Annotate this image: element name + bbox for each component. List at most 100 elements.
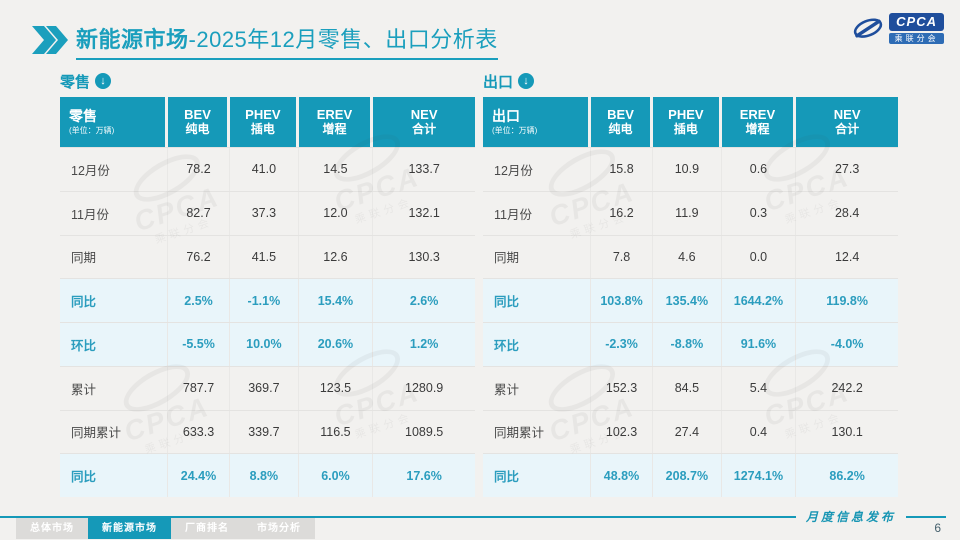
cpca-swirl-icon — [853, 17, 883, 38]
column-header: EREV 增程 — [721, 97, 797, 147]
page-title: 新能源市场-2025年12月零售、出口分析表 — [76, 22, 498, 60]
footer-tab[interactable]: 新能源市场 — [88, 518, 171, 539]
value-cell: 135.4% — [653, 279, 722, 322]
value-cell: 10.0% — [230, 323, 299, 366]
column-header: PHEV 插电 — [653, 97, 722, 147]
table-row: 11月份 16.2 11.9 0.3 28.4 — [483, 190, 898, 235]
retail-section-label: 零售 — [60, 73, 91, 91]
value-cell: -5.5% — [168, 323, 231, 366]
value-cell: -8.8% — [653, 323, 722, 366]
retail-section-title: 零售 ↓ — [60, 70, 475, 92]
value-cell: 0.6 — [722, 148, 797, 191]
table-row: 环比 -2.3% -8.8% 91.6% -4.0% — [483, 322, 898, 366]
value-cell: 208.7% — [653, 454, 722, 497]
value-cell: 82.7 — [168, 191, 231, 235]
value-cell: 633.3 — [168, 410, 231, 454]
value-cell: 28.4 — [834, 206, 860, 221]
value-cell: 17.6% — [406, 468, 442, 483]
value-cell: 1644.2% — [722, 279, 797, 322]
value-cell: 10.9 — [653, 148, 722, 191]
footer-tab[interactable]: 厂商排名 — [171, 518, 243, 539]
value-cell: 16.2 — [591, 191, 654, 235]
value-cell: 91.6% — [722, 323, 797, 366]
row-label: 同比 — [483, 279, 591, 322]
value-cell: 1.2% — [409, 337, 439, 352]
value-cell: 12.0 — [299, 191, 374, 235]
export-table: 出口 (单位：万辆) BEV 纯电 PHEV 插电 EREV 增程 NEV 合计 12月份 15.8 1… — [483, 97, 898, 497]
export-section-label: 出口 — [483, 73, 514, 91]
row-label: 累计 — [60, 366, 168, 410]
table-header-row: 零售 (单位：万辆) BEV 纯电 PHEV 插电 EREV 增程 NEV 合计 — [60, 97, 475, 147]
table-row: 12月份 78.2 41.0 14.5 133.7 — [60, 147, 475, 191]
value-cell: 1089.5 — [405, 424, 444, 439]
value-cell: 116.5 — [299, 410, 374, 454]
value-cell: 339.7 — [230, 410, 299, 454]
table-row: 同期 76.2 41.5 12.6 130.3 — [60, 234, 475, 279]
value-cell: 7.8 — [591, 235, 654, 279]
column-header: PHEV 插电 — [230, 97, 299, 147]
value-cell: 0.4 — [722, 410, 797, 454]
value-cell: 15.4% — [299, 279, 374, 322]
page-title-rest: -2025年12月零售、出口分析表 — [188, 27, 498, 52]
value-cell: 152.3 — [591, 366, 654, 410]
value-cell: 133.7 — [408, 162, 440, 177]
cpca-logo: CPCA 乘联分会 — [851, 13, 944, 44]
value-cell: 242.2 — [831, 381, 863, 396]
footer-tab[interactable]: 市场分析 — [243, 518, 315, 539]
value-cell: 5.4 — [722, 366, 797, 410]
value-cell: 76.2 — [168, 235, 231, 279]
table-row: 累计 787.7 369.7 123.5 1280.9 — [60, 365, 475, 410]
value-cell: 132.1 — [408, 206, 440, 221]
export-section-title: 出口 ↓ — [483, 70, 898, 92]
column-header: EREV 增程 — [298, 97, 374, 147]
row-label: 同比 — [60, 279, 168, 322]
row-label: 同期累计 — [60, 410, 168, 454]
value-cell: 4.6 — [653, 235, 722, 279]
value-cell: 20.6% — [299, 323, 374, 366]
retail-section: 零售 ↓ 零售 (单位：万辆) BEV 纯电 PHEV 插电 EREV 增程 NEV 合计 12月份… — [60, 70, 475, 497]
value-cell: 14.5 — [299, 148, 374, 191]
row-label: 12月份 — [483, 148, 591, 191]
table-row: 同比 24.4% 8.8% 6.0% 17.6% — [60, 453, 475, 497]
value-cell: 2.6% — [409, 293, 439, 308]
value-cell: 12.6 — [299, 235, 374, 279]
footer-divider-line — [0, 516, 946, 518]
value-cell: 48.8% — [591, 454, 654, 497]
column-header: NEV 合计 — [373, 97, 475, 147]
row-label: 累计 — [483, 366, 591, 410]
row-label: 环比 — [483, 323, 591, 366]
table-row: 11月份 82.7 37.3 12.0 132.1 — [60, 190, 475, 235]
value-cell: 37.3 — [230, 191, 299, 235]
table-row: 累计 152.3 84.5 5.4 242.2 — [483, 365, 898, 410]
row-label: 12月份 — [60, 148, 168, 191]
table-row: 同比 2.5% -1.1% 15.4% 2.6% — [60, 278, 475, 322]
value-cell: 8.8% — [230, 454, 299, 497]
value-cell: 787.7 — [168, 366, 231, 410]
table-row: 同比 48.8% 208.7% 1274.1% 86.2% — [483, 453, 898, 497]
row-label: 同期 — [60, 235, 168, 279]
value-cell: 27.4 — [653, 410, 722, 454]
column-header: BEV 纯电 — [167, 97, 231, 147]
footer-tabs: 总体市场 新能源市场 厂商排名 市场分析 — [16, 518, 315, 539]
value-cell: -4.0% — [830, 337, 864, 352]
table-corner-header: 零售 (单位：万辆) — [60, 97, 168, 147]
value-cell: 1274.1% — [722, 454, 797, 497]
value-cell: 12.4 — [834, 249, 860, 264]
cpca-logo-text: CPCA 乘联分会 — [889, 13, 944, 44]
cpca-brand-cn: 乘联分会 — [889, 33, 944, 44]
row-label: 环比 — [60, 323, 168, 366]
publish-label: 月度信息发布 — [795, 508, 906, 525]
page-title-bold: 新能源市场 — [76, 27, 189, 52]
value-cell: 27.3 — [834, 162, 860, 177]
row-label: 同期累计 — [483, 410, 591, 454]
value-cell: 24.4% — [168, 454, 231, 497]
value-cell: 41.5 — [230, 235, 299, 279]
table-row: 12月份 15.8 10.9 0.6 27.3 — [483, 147, 898, 191]
value-cell: 11.9 — [653, 191, 722, 235]
table-row: 同期累计 102.3 27.4 0.4 130.1 — [483, 409, 898, 454]
value-cell: 86.2% — [829, 468, 865, 483]
down-arrow-circle-icon: ↓ — [95, 73, 112, 89]
down-arrow-circle-icon: ↓ — [518, 73, 535, 89]
footer-tab[interactable]: 总体市场 — [16, 518, 88, 539]
value-cell: -1.1% — [230, 279, 299, 322]
